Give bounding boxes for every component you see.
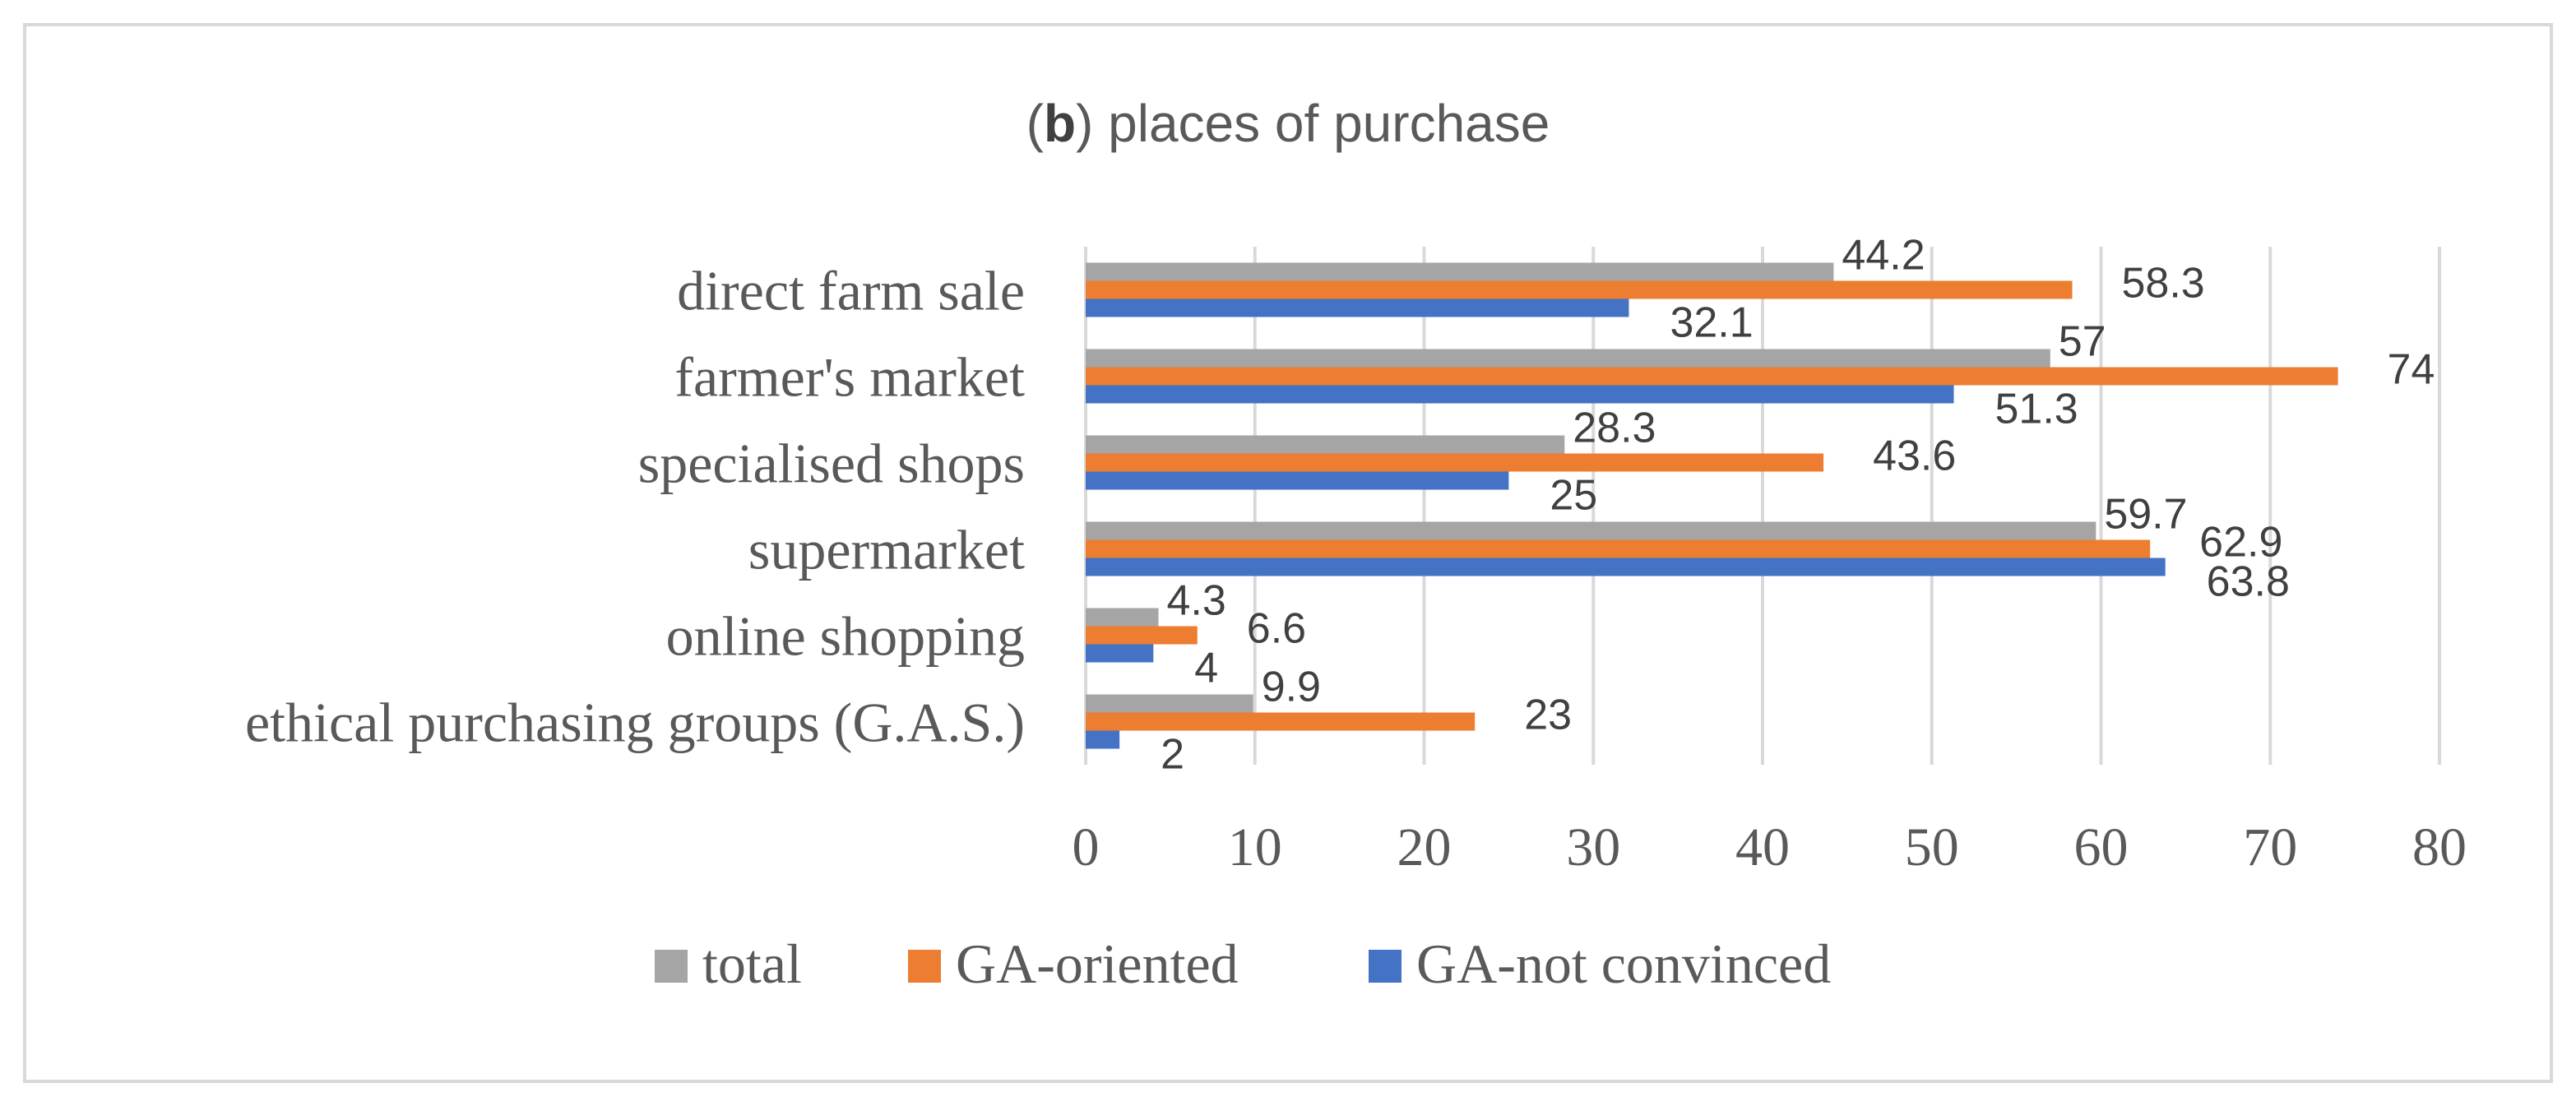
bar-total-supermarket bbox=[1086, 521, 2096, 540]
bar-ga-oriented-online-shopping bbox=[1086, 626, 1198, 645]
x-tick-label-10: 10 bbox=[1228, 817, 1282, 877]
bar-ga-not-convinced-farmer-s-market bbox=[1086, 385, 1954, 404]
bars bbox=[1086, 262, 2338, 749]
x-axis-ticks: 0 10 20 30 40 50 60 70 80 bbox=[1073, 817, 2467, 877]
x-tick-label-60: 60 bbox=[2074, 817, 2129, 877]
legend-swatch-ga-not-convinced bbox=[1369, 950, 1402, 983]
bar-ga-not-convinced-ethical-purchasing-groups-g-a-s bbox=[1086, 730, 1120, 749]
legend-swatch-ga-oriented bbox=[908, 950, 941, 983]
data-label-ga-not-convinced-farmer-s-market: 51.3 bbox=[1995, 386, 2078, 433]
bar-ga-oriented-direct-farm-sale bbox=[1086, 280, 2073, 299]
category-label-online-shopping: online shopping bbox=[666, 605, 1025, 668]
data-label-total-specialised-shops: 28.3 bbox=[1573, 405, 1656, 452]
category-label-direct-farm-sale: direct farm sale bbox=[677, 260, 1025, 322]
gridlines bbox=[1084, 247, 2441, 765]
legend: total GA-oriented GA-not convinced bbox=[655, 932, 1831, 995]
bar-ga-not-convinced-specialised-shops bbox=[1086, 471, 1509, 490]
category-label-specialised-shops: specialised shops bbox=[638, 433, 1025, 495]
bar-total-direct-farm-sale bbox=[1086, 262, 1834, 281]
data-label-total-direct-farm-sale: 44.2 bbox=[1842, 232, 1925, 280]
category-label-farmer-s-market: farmer's market bbox=[674, 346, 1025, 409]
data-label-total-online-shopping: 4.3 bbox=[1166, 577, 1225, 625]
bar-total-specialised-shops bbox=[1086, 435, 1565, 454]
legend-item-ga-oriented: GA-oriented bbox=[908, 932, 1239, 995]
chart-title: (b) places of purchase bbox=[1026, 94, 1550, 153]
data-label-total-farmer-s-market: 57 bbox=[2059, 318, 2106, 366]
data-label-ga-oriented-ethical-purchasing-groups-g-a-s: 23 bbox=[1524, 692, 1572, 739]
bar-total-ethical-purchasing-groups-g-a-s bbox=[1086, 694, 1253, 713]
data-label-total-ethical-purchasing-groups-g-a-s: 9.9 bbox=[1262, 664, 1321, 711]
data-label-total-supermarket: 59.7 bbox=[2104, 491, 2187, 539]
category-label-supermarket: supermarket bbox=[748, 519, 1025, 581]
data-label-ga-not-convinced-direct-farm-sale: 32.1 bbox=[1670, 299, 1753, 347]
bar-ga-oriented-supermarket bbox=[1086, 539, 2151, 558]
data-label-ga-not-convinced-ethical-purchasing-groups-g-a-s: 2 bbox=[1161, 731, 1184, 779]
data-labels: 44.2 58.3 32.1 57 74 51.3 28.3 43.6 25 59.762.963… bbox=[1161, 232, 2435, 779]
category-axis: direct farm sale farmer's market specialis… bbox=[245, 260, 1025, 754]
legend-label-ga-not-convinced: GA-not convinced bbox=[1416, 932, 1831, 995]
data-label-ga-oriented-online-shopping: 6.6 bbox=[1247, 605, 1306, 653]
bar-ga-oriented-ethical-purchasing-groups-g-a-s bbox=[1086, 712, 1476, 731]
bar-ga-oriented-specialised-shops bbox=[1086, 453, 1824, 472]
bar-ga-not-convinced-online-shopping bbox=[1086, 644, 1154, 663]
bar-total-farmer-s-market bbox=[1086, 349, 2050, 368]
bar-total-online-shopping bbox=[1086, 608, 1159, 627]
bar-ga-oriented-farmer-s-market bbox=[1086, 367, 2338, 386]
data-label-ga-oriented-farmer-s-market: 74 bbox=[2388, 346, 2435, 394]
legend-item-ga-not-convinced: GA-not convinced bbox=[1369, 932, 1831, 995]
x-tick-label-70: 70 bbox=[2243, 817, 2297, 877]
data-label-ga-oriented-direct-farm-sale: 58.3 bbox=[2122, 260, 2205, 308]
legend-label-ga-oriented: GA-oriented bbox=[956, 932, 1239, 995]
x-tick-label-30: 30 bbox=[1566, 817, 1620, 877]
x-tick-label-0: 0 bbox=[1073, 817, 1100, 877]
legend-item-total: total bbox=[655, 932, 802, 995]
legend-label-total: total bbox=[702, 932, 802, 995]
bar-ga-not-convinced-direct-farm-sale bbox=[1086, 298, 1629, 317]
data-label-ga-oriented-supermarket: 62.9 bbox=[2199, 519, 2282, 567]
data-label-ga-not-convinced-supermarket: 63.8 bbox=[2207, 558, 2290, 606]
x-tick-label-80: 80 bbox=[2412, 817, 2467, 877]
bar-ga-not-convinced-supermarket bbox=[1086, 558, 2166, 576]
data-label-ga-oriented-specialised-shops: 43.6 bbox=[1873, 433, 1956, 480]
legend-swatch-total bbox=[655, 950, 688, 983]
x-tick-label-50: 50 bbox=[1905, 817, 1959, 877]
category-label-ethical-purchasing-groups-g-a-s: ethical purchasing groups (G.A.S.) bbox=[245, 692, 1025, 754]
x-tick-label-20: 20 bbox=[1397, 817, 1452, 877]
data-label-ga-not-convinced-online-shopping: 4 bbox=[1194, 645, 1218, 692]
x-tick-label-40: 40 bbox=[1735, 817, 1790, 877]
data-label-ga-not-convinced-specialised-shops: 25 bbox=[1550, 472, 1597, 520]
